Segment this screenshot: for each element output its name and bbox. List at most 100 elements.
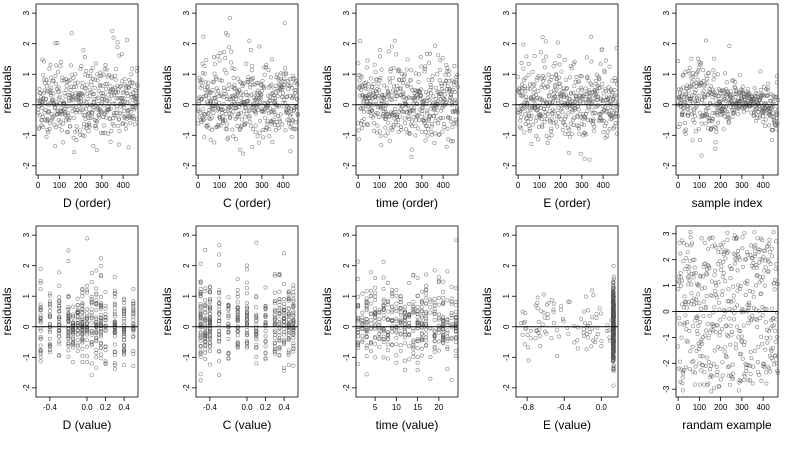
data-point bbox=[582, 131, 587, 136]
data-point bbox=[690, 298, 695, 303]
data-point bbox=[389, 93, 394, 98]
data-point bbox=[556, 334, 561, 339]
data-point bbox=[535, 108, 540, 113]
data-point bbox=[767, 123, 772, 128]
data-point bbox=[408, 78, 413, 83]
y-tick-label: -2 bbox=[182, 384, 191, 392]
data-point bbox=[763, 117, 768, 122]
data-point bbox=[721, 240, 726, 245]
data-point bbox=[436, 132, 441, 137]
data-point bbox=[249, 124, 254, 129]
data-point bbox=[224, 71, 229, 76]
data-point bbox=[707, 313, 712, 318]
data-point bbox=[699, 121, 704, 126]
y-tick-label: -1 bbox=[342, 353, 351, 361]
data-point bbox=[82, 133, 87, 138]
data-point bbox=[582, 92, 587, 97]
data-point bbox=[435, 99, 440, 104]
data-point bbox=[574, 75, 579, 80]
data-point bbox=[536, 88, 541, 93]
data-point bbox=[110, 93, 115, 98]
data-point bbox=[94, 126, 99, 131]
data-point bbox=[414, 118, 419, 123]
data-point bbox=[360, 333, 365, 338]
data-point bbox=[61, 121, 66, 126]
data-point bbox=[727, 382, 732, 387]
data-point bbox=[247, 120, 252, 125]
data-point bbox=[523, 94, 528, 99]
data-point bbox=[769, 246, 774, 251]
data-point bbox=[134, 82, 139, 87]
data-point bbox=[285, 94, 290, 99]
data-point bbox=[426, 126, 431, 131]
x-tick-label: -0.4 bbox=[203, 403, 217, 412]
data-point bbox=[291, 363, 296, 368]
data-point bbox=[356, 276, 361, 281]
data-point bbox=[225, 33, 230, 38]
data-point bbox=[417, 89, 422, 94]
scatter-points bbox=[356, 238, 458, 382]
x-tick-label: 10 bbox=[392, 403, 401, 412]
scatter-points bbox=[198, 240, 296, 383]
data-point bbox=[245, 267, 250, 272]
data-point bbox=[709, 84, 714, 89]
data-point bbox=[68, 87, 73, 92]
data-point bbox=[759, 278, 764, 283]
data-point bbox=[217, 372, 222, 377]
data-point bbox=[438, 116, 443, 121]
data-point bbox=[697, 320, 702, 325]
data-point bbox=[113, 77, 118, 82]
data-point bbox=[415, 276, 420, 281]
data-point bbox=[45, 117, 50, 122]
data-point bbox=[284, 72, 289, 77]
data-point bbox=[356, 294, 361, 299]
data-point bbox=[402, 341, 407, 346]
x-axis-title: E (order) bbox=[543, 196, 590, 210]
data-point bbox=[688, 229, 693, 234]
data-point bbox=[268, 106, 273, 111]
data-point bbox=[57, 94, 62, 99]
data-point bbox=[432, 302, 437, 307]
data-point bbox=[453, 339, 458, 344]
data-point bbox=[705, 76, 710, 81]
data-point bbox=[452, 90, 457, 95]
data-point bbox=[394, 293, 399, 298]
data-point bbox=[677, 321, 682, 326]
data-point bbox=[47, 299, 52, 304]
data-point bbox=[430, 122, 435, 127]
data-point bbox=[400, 78, 405, 83]
data-point bbox=[704, 328, 709, 333]
data-point bbox=[524, 54, 529, 59]
data-point bbox=[758, 87, 763, 92]
data-point bbox=[253, 129, 258, 134]
data-point bbox=[277, 119, 282, 124]
data-point bbox=[394, 52, 399, 57]
data-point bbox=[214, 76, 219, 81]
data-point bbox=[271, 117, 276, 122]
data-point bbox=[390, 75, 395, 80]
data-point bbox=[44, 84, 49, 89]
data-point bbox=[373, 276, 378, 281]
data-point bbox=[219, 78, 224, 83]
data-point bbox=[410, 119, 415, 124]
data-point bbox=[202, 135, 207, 140]
data-point bbox=[770, 254, 775, 259]
data-point bbox=[203, 247, 208, 252]
data-point bbox=[70, 108, 75, 113]
data-point bbox=[116, 142, 121, 147]
data-point bbox=[198, 372, 203, 377]
data-point bbox=[274, 84, 279, 89]
data-point bbox=[549, 133, 554, 138]
data-point bbox=[288, 125, 293, 130]
data-point bbox=[719, 327, 724, 332]
data-point bbox=[528, 117, 533, 122]
data-point bbox=[277, 316, 282, 321]
data-point bbox=[71, 76, 76, 81]
data-point bbox=[364, 372, 369, 377]
data-point bbox=[112, 366, 117, 371]
data-point bbox=[212, 95, 217, 100]
y-tick-label: 3 bbox=[182, 10, 191, 15]
data-point bbox=[525, 332, 530, 337]
data-point bbox=[276, 77, 281, 82]
plot-frame bbox=[35, 3, 139, 176]
